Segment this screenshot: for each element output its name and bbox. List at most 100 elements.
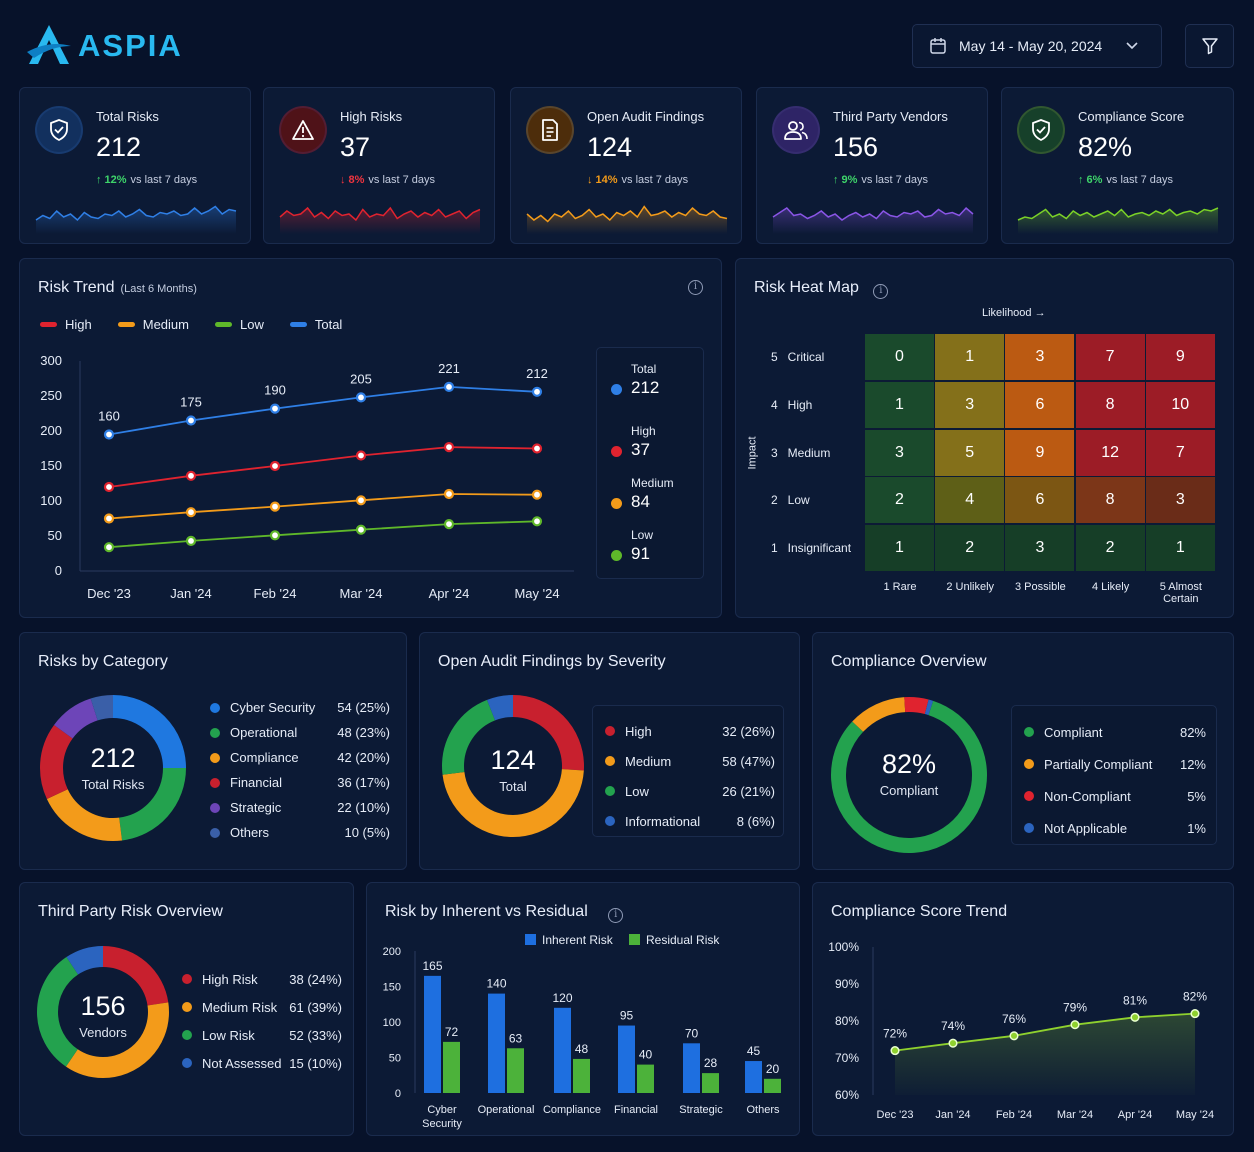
heat-map-cell[interactable]: 7 bbox=[1145, 429, 1215, 476]
filter-button[interactable] bbox=[1185, 24, 1234, 68]
heat-map-cell[interactable]: 1 bbox=[865, 525, 934, 572]
donut-segment[interactable] bbox=[829, 695, 989, 855]
legend-item[interactable]: Not Assessed 15 (10%) bbox=[182, 1049, 342, 1077]
data-point[interactable] bbox=[269, 403, 281, 414]
info-icon[interactable]: i bbox=[608, 908, 624, 923]
legend-item[interactable]: Financial 36 (17%) bbox=[210, 770, 390, 795]
legend-item[interactable]: Low bbox=[215, 317, 264, 332]
heat-map-cell[interactable]: 3 bbox=[865, 429, 934, 476]
heat-map-cell[interactable]: 8 bbox=[1075, 477, 1145, 524]
kpi-card[interactable]: Third Party Vendors 156 ↑ 9% vs last 7 days bbox=[756, 87, 988, 244]
legend-item[interactable]: Others 10 (5%) bbox=[210, 820, 390, 845]
bar-residual[interactable] bbox=[702, 1073, 719, 1093]
bar-inherent[interactable] bbox=[745, 1061, 762, 1093]
donut-segment[interactable] bbox=[442, 695, 584, 837]
kpi-card[interactable]: Open Audit Findings 124 ↓ 14% vs last 7 days bbox=[510, 87, 742, 244]
kpi-card[interactable]: Total Risks 212 ↑ 12% vs last 7 days bbox=[19, 87, 251, 244]
heat-map-cell[interactable]: 6 bbox=[1005, 477, 1075, 524]
bar-inherent[interactable] bbox=[554, 1007, 571, 1093]
data-point[interactable] bbox=[355, 524, 367, 535]
heat-map-cell[interactable]: 3 bbox=[935, 381, 1005, 428]
heat-map-cell[interactable]: 3 bbox=[1145, 477, 1215, 524]
bar-inherent[interactable] bbox=[618, 1025, 635, 1093]
legend-item[interactable]: Informational 8 (6%) bbox=[605, 806, 775, 836]
heat-map-cell[interactable]: 8 bbox=[1075, 381, 1145, 428]
legend-item[interactable]: Cyber Security 54 (25%) bbox=[210, 695, 390, 720]
data-point[interactable] bbox=[1190, 1009, 1200, 1019]
heat-map-cell[interactable]: 3 bbox=[1005, 525, 1075, 572]
heat-map-cell[interactable]: 2 bbox=[1075, 525, 1145, 572]
data-point[interactable] bbox=[443, 488, 455, 500]
data-point[interactable] bbox=[103, 513, 115, 524]
donut-segment[interactable] bbox=[442, 695, 584, 837]
kpi-card[interactable]: Compliance Score 82% ↑ 6% vs last 7 days bbox=[1001, 87, 1234, 244]
legend-item[interactable]: Not Applicable 1% bbox=[1024, 812, 1206, 844]
data-point[interactable] bbox=[103, 429, 115, 440]
data-point[interactable] bbox=[185, 507, 197, 518]
heat-map-cell[interactable]: 1 bbox=[935, 334, 1005, 380]
data-point[interactable] bbox=[1130, 1012, 1140, 1022]
donut-segment[interactable] bbox=[442, 695, 584, 837]
data-point[interactable] bbox=[185, 415, 197, 426]
data-point[interactable] bbox=[355, 495, 367, 506]
donut-segment[interactable] bbox=[37, 946, 169, 1078]
data-point[interactable] bbox=[269, 501, 281, 512]
data-point[interactable] bbox=[1009, 1031, 1019, 1041]
data-point[interactable] bbox=[185, 535, 197, 546]
data-point[interactable] bbox=[443, 519, 455, 530]
data-point[interactable] bbox=[890, 1046, 900, 1056]
legend-item[interactable]: Low 26 (21%) bbox=[605, 776, 775, 806]
legend-item[interactable]: Medium bbox=[117, 317, 189, 332]
heat-map-cell[interactable]: 1 bbox=[1145, 525, 1215, 572]
legend-item[interactable]: Medium 58 (47%) bbox=[605, 746, 775, 776]
data-point[interactable] bbox=[355, 392, 367, 403]
data-point[interactable] bbox=[531, 516, 543, 527]
legend-item[interactable]: Partially Compliant 12% bbox=[1024, 748, 1206, 780]
donut-segment[interactable] bbox=[40, 695, 186, 841]
legend-item[interactable]: Medium Risk 61 (39%) bbox=[182, 993, 342, 1021]
legend-item[interactable]: High bbox=[40, 317, 92, 332]
bar-inherent[interactable] bbox=[424, 975, 441, 1093]
info-icon[interactable]: i bbox=[873, 284, 889, 299]
donut-segment[interactable] bbox=[40, 695, 186, 841]
brand-logo[interactable]: ASPIA bbox=[24, 22, 183, 70]
bar-residual[interactable] bbox=[507, 1048, 524, 1093]
legend-item[interactable]: Compliant 82% bbox=[1024, 716, 1206, 748]
bar-residual[interactable] bbox=[573, 1058, 590, 1093]
donut-segment[interactable] bbox=[40, 695, 186, 841]
data-point[interactable] bbox=[269, 530, 281, 541]
data-point[interactable] bbox=[531, 489, 543, 500]
legend-item[interactable]: High Risk 38 (24%) bbox=[182, 965, 342, 993]
heat-map-cell[interactable]: 7 bbox=[1075, 334, 1145, 380]
data-point[interactable] bbox=[1070, 1020, 1080, 1030]
legend-item[interactable]: Operational 48 (23%) bbox=[210, 720, 390, 745]
info-icon[interactable]: i bbox=[688, 280, 703, 295]
heat-map-cell[interactable]: 5 bbox=[935, 429, 1005, 476]
data-point[interactable] bbox=[355, 450, 367, 461]
heat-map-cell[interactable]: 4 bbox=[935, 477, 1005, 524]
data-point[interactable] bbox=[185, 470, 197, 481]
legend-item[interactable]: Total bbox=[289, 317, 342, 332]
heat-map-cell[interactable]: 12 bbox=[1075, 429, 1145, 476]
legend-item[interactable]: Non-Compliant 5% bbox=[1024, 780, 1206, 812]
heat-map-cell[interactable]: 10 bbox=[1145, 381, 1215, 428]
heat-map-cell[interactable]: 1 bbox=[865, 381, 934, 428]
kpi-card[interactable]: High Risks 37 ↓ 8% vs last 7 days bbox=[263, 87, 495, 244]
heat-map-cell[interactable]: 3 bbox=[1005, 334, 1075, 380]
bar-inherent[interactable] bbox=[488, 993, 505, 1093]
bar-residual[interactable] bbox=[443, 1041, 460, 1093]
data-point[interactable] bbox=[103, 481, 115, 493]
legend-item[interactable]: Strategic 22 (10%) bbox=[210, 795, 390, 820]
donut-segment[interactable] bbox=[37, 946, 169, 1078]
donut-segment[interactable] bbox=[37, 946, 169, 1078]
heat-map-cell[interactable]: 2 bbox=[935, 525, 1005, 572]
heat-map-cell[interactable]: 9 bbox=[1005, 429, 1075, 476]
bar-residual[interactable] bbox=[637, 1064, 654, 1093]
heat-map-cell[interactable]: 9 bbox=[1145, 334, 1215, 380]
legend-item[interactable]: Compliance 42 (20%) bbox=[210, 745, 390, 770]
data-point[interactable] bbox=[103, 542, 115, 553]
data-point[interactable] bbox=[443, 441, 455, 453]
data-point[interactable] bbox=[269, 460, 281, 472]
data-point[interactable] bbox=[531, 443, 543, 454]
data-point[interactable] bbox=[948, 1038, 958, 1048]
